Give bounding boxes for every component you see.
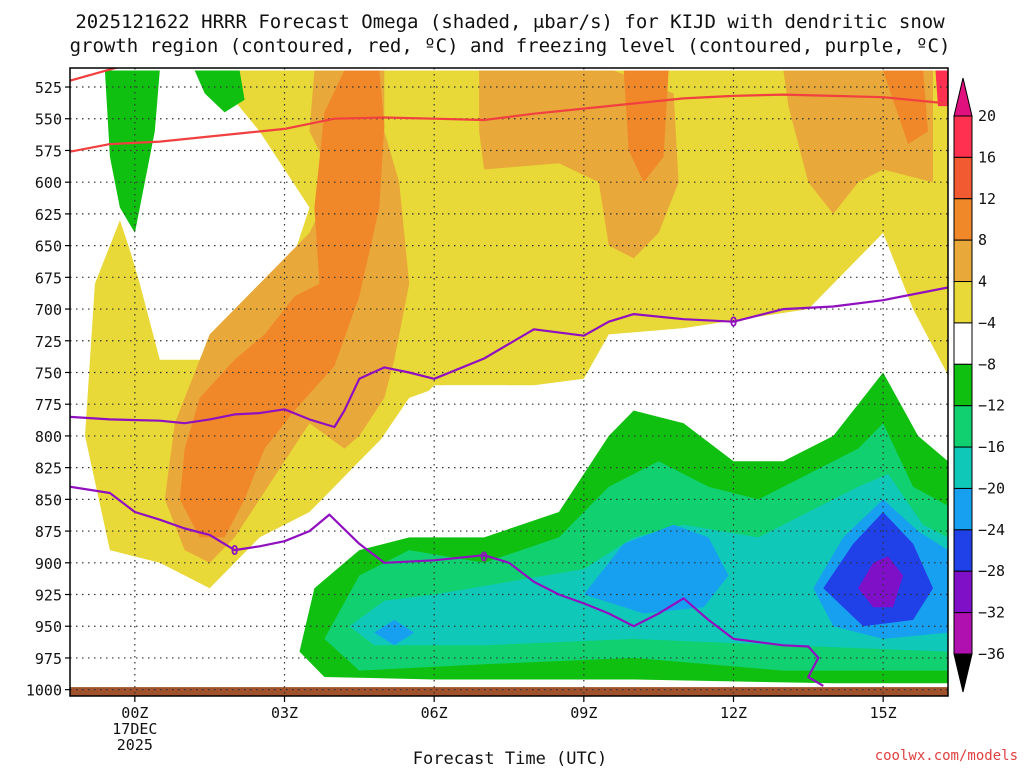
axes: 525 550 575 600 625 650 675 700 725 750 775 800 825 8… xyxy=(26,67,949,754)
colorbar-box-3 xyxy=(953,239,973,283)
colorbar-label--8: −8 xyxy=(978,355,996,373)
colorbar-label-12: 12 xyxy=(978,190,996,208)
contour-label-1: 0 xyxy=(480,550,488,565)
y-tick-label-750: 750 xyxy=(35,364,62,382)
colorbar-label--32: −32 xyxy=(978,604,1005,622)
x-tick-label-3: 03Z xyxy=(271,704,298,722)
colorbar-box-12 xyxy=(953,612,973,655)
colorbar-label--16: −16 xyxy=(978,438,1005,456)
x-tick-sub-year: 2025 xyxy=(117,736,153,754)
x-tick-sub-date: 17DEC xyxy=(112,720,157,738)
colorbar-label-8: 8 xyxy=(978,231,987,249)
omega-region-neg-4-topleft-a xyxy=(104,70,160,233)
x-tick-label-6: 06Z xyxy=(421,704,448,722)
x-tick-label-0: 00Z xyxy=(121,704,148,722)
chart-title-line1: 2025121622 HRRR Forecast Omega (shaded, … xyxy=(75,11,945,33)
contour-lines xyxy=(70,68,948,687)
y-tick-label-625: 625 xyxy=(35,206,62,224)
omega-region-neg-20-b xyxy=(583,524,729,614)
omega-region-neg-4-topleft-b xyxy=(194,70,245,113)
x-tick-label-12: 12Z xyxy=(720,704,747,722)
colorbar-label--20: −20 xyxy=(978,479,1005,497)
y-tick-label-650: 650 xyxy=(35,238,62,256)
colorbar-label--36: −36 xyxy=(978,645,1005,663)
y-tick-label-800: 800 xyxy=(35,428,62,446)
colorbar-box-5 xyxy=(953,322,973,365)
contour-label-2: 0 xyxy=(730,316,738,331)
colorbar-top-arrow xyxy=(953,77,973,117)
colorbar-bottom-arrow xyxy=(953,653,973,693)
dgz-lower xyxy=(70,93,948,153)
colorbar-label--28: −28 xyxy=(978,562,1005,580)
y-tick-label-825: 825 xyxy=(35,460,62,478)
freezing-level-lower xyxy=(70,485,824,687)
y-tick-label-700: 700 xyxy=(35,301,62,319)
y-tick-label-1000: 1000 xyxy=(26,682,62,700)
omega-region-neg-20-a xyxy=(374,619,415,646)
colorbar-box-8 xyxy=(953,446,973,489)
plot-frame xyxy=(69,67,949,697)
y-tick-label-775: 775 xyxy=(35,396,62,414)
colorbar: 20 16 12 8 4 −4 −8 −12 −16 −20 −24 −28 −32 −36 xyxy=(953,77,1005,693)
plot-area xyxy=(70,68,948,696)
colorbar-box-10 xyxy=(953,529,973,572)
omega-region-pos-20-edge xyxy=(935,70,948,107)
contour-labels: 0 0 0 xyxy=(231,316,738,566)
omega-region-pos-12-left xyxy=(179,70,385,538)
y-tick-label-850: 850 xyxy=(35,491,62,509)
y-tick-label-600: 600 xyxy=(35,174,62,192)
colorbar-box-7 xyxy=(953,405,973,448)
colorbar-box-1 xyxy=(953,156,973,200)
y-tick-label-925: 925 xyxy=(35,587,62,605)
contour-label-0: 0 xyxy=(231,544,239,559)
y-tick-label-725: 725 xyxy=(35,333,62,351)
colorbar-box-2 xyxy=(953,198,973,241)
x-tick-label-15: 15Z xyxy=(870,704,897,722)
y-tick-label-550: 550 xyxy=(35,111,62,129)
colorbar-label-4: 4 xyxy=(978,273,987,291)
gridlines xyxy=(70,68,948,696)
colorbar-label--12: −12 xyxy=(978,397,1005,415)
colorbar-label--4: −4 xyxy=(978,314,996,332)
colorbar-box-0 xyxy=(953,115,973,158)
terrain-strip xyxy=(70,687,948,696)
credit-text: coolwx.com/models xyxy=(875,748,1018,764)
x-tick-label-9: 09Z xyxy=(570,704,597,722)
y-tick-label-875: 875 xyxy=(35,523,62,541)
dgz-upper xyxy=(70,68,120,82)
chart-title-line2: growth region (contoured, red, ºC) and f… xyxy=(70,35,951,57)
y-tick-label-900: 900 xyxy=(35,555,62,573)
y-tick-label-675: 675 xyxy=(35,269,62,287)
omega-region-pos-12-right xyxy=(883,70,928,145)
colorbar-box-4 xyxy=(953,281,973,324)
y-tick-label-975: 975 xyxy=(35,650,62,668)
colorbar-box-9 xyxy=(953,487,973,531)
omega-region-pos-12-mid xyxy=(623,70,669,183)
colorbar-label-20: 20 xyxy=(978,107,996,125)
colorbar-label-16: 16 xyxy=(978,148,996,166)
y-tick-label-525: 525 xyxy=(35,79,62,97)
colorbar-box-11 xyxy=(953,570,973,614)
y-tick-label-575: 575 xyxy=(35,142,62,160)
freezing-level-upper xyxy=(70,286,948,429)
colorbar-label--24: −24 xyxy=(978,521,1005,539)
x-axis-label: Forecast Time (UTC) xyxy=(413,749,607,768)
colorbar-box-6 xyxy=(953,363,973,407)
y-tick-label-950: 950 xyxy=(35,618,62,636)
